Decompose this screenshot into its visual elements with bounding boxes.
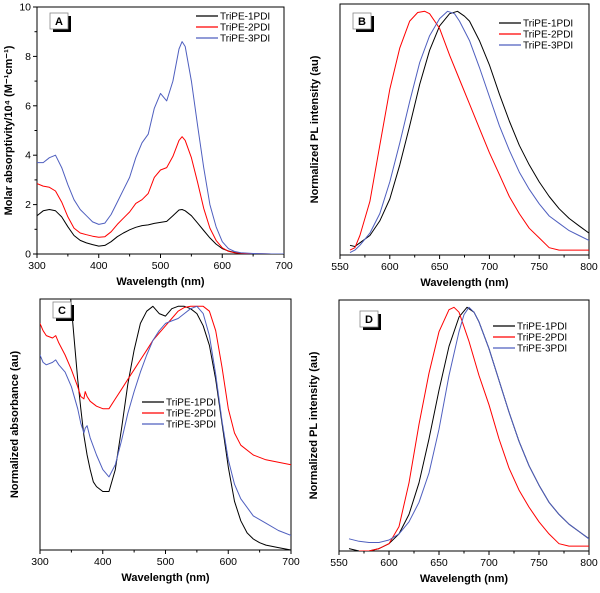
series-line-tripe-2pdi xyxy=(359,306,589,551)
legend-label: TriPE-1PDI xyxy=(166,398,216,409)
x-axis-label: Wavelength (nm) xyxy=(420,573,509,585)
y-axis-label: Normalized absorbance (au) xyxy=(9,351,21,499)
legend-label: TriPE-2PDI xyxy=(220,23,270,34)
series-line-tripe-3pdi xyxy=(37,41,284,254)
legend-label: TriPE-1PDI xyxy=(517,322,567,333)
y-tick-label: 0 xyxy=(25,249,31,261)
panel-c: 300 400 500 600 700 Wavelength (nm) Normalized… xyxy=(9,298,300,584)
panel-letter-box xyxy=(49,12,69,30)
x-tick-label: 300 xyxy=(31,556,49,568)
y-axis-label: Normalized PL intensity (au) xyxy=(309,55,321,203)
x-tick-label: 600 xyxy=(219,556,237,568)
x-tick-label: 800 xyxy=(580,557,598,569)
panel-a: 300 400 500 600 700 0 2 4 6 8 10 Wavelength (nm) Mol… xyxy=(3,2,293,289)
x-tick-label: 400 xyxy=(94,556,112,568)
x-tick-label: 750 xyxy=(530,557,548,569)
panel-letter-box xyxy=(52,301,72,319)
legend-label: TriPE-3PDI xyxy=(220,34,270,45)
x-tick-label: 700 xyxy=(275,260,293,272)
series-line-tripe-3pdi xyxy=(348,306,589,543)
y-tick-label: 2 xyxy=(25,199,31,211)
x-tick-label: 650 xyxy=(430,557,448,569)
legend-label: TriPE-1PDI xyxy=(220,12,270,23)
legend-label: TriPE-3PDI xyxy=(523,41,573,52)
x-tick-label: 700 xyxy=(282,556,300,568)
series-line-tripe-1pdi xyxy=(349,10,589,247)
y-axis-label: Molar absorptivity/10⁴ (M⁻¹cm⁻¹) xyxy=(3,45,15,215)
y-tick-label: 6 xyxy=(25,100,31,112)
legend-label: TriPE-2PDI xyxy=(517,333,567,344)
series-line-tripe-2pdi xyxy=(40,305,291,466)
panel-letter-box xyxy=(359,310,379,328)
panel-letter: C xyxy=(58,305,66,317)
series-line-tripe-2pdi xyxy=(37,136,284,254)
x-tick-label: 600 xyxy=(213,260,231,272)
legend-label: TriPE-1PDI xyxy=(523,19,573,30)
x-tick-label: 750 xyxy=(530,261,548,273)
legend-label: TriPE-2PDI xyxy=(166,409,216,420)
panel-d: 550 600 650 700 750 800 Wavelength (nm) Normali… xyxy=(308,299,598,585)
x-tick-label: 500 xyxy=(157,556,175,568)
y-axis-label: Normalized PL intensity (au) xyxy=(308,351,320,499)
panel-letter-box xyxy=(352,12,372,30)
panel-letter: A xyxy=(55,16,63,28)
legend-label: TriPE-3PDI xyxy=(166,420,216,431)
series-line-tripe-1pdi xyxy=(37,209,284,254)
series-line-tripe-1pdi xyxy=(70,299,291,550)
series-line-tripe-3pdi xyxy=(40,305,291,536)
x-tick-label: 800 xyxy=(580,261,598,273)
x-tick-label: 400 xyxy=(90,260,108,272)
panel-letter: D xyxy=(365,314,373,326)
x-tick-label: 300 xyxy=(28,260,46,272)
y-tick-label: 10 xyxy=(19,2,31,14)
panel-letter: B xyxy=(358,16,366,28)
x-tick-label: 550 xyxy=(331,261,349,273)
x-tick-label: 700 xyxy=(481,261,499,273)
x-tick-label: 700 xyxy=(480,557,498,569)
series-line-tripe-2pdi xyxy=(349,10,589,251)
y-tick-label: 8 xyxy=(25,51,31,63)
x-tick-label: 650 xyxy=(431,261,449,273)
series-line-tripe-3pdi xyxy=(349,10,589,254)
x-tick-label: 600 xyxy=(381,261,399,273)
legend-label: TriPE-3PDI xyxy=(517,344,567,355)
x-axis-label: Wavelength (nm) xyxy=(116,276,205,288)
x-axis-label: Wavelength (nm) xyxy=(420,277,509,289)
x-tick-label: 500 xyxy=(152,260,170,272)
y-tick-label: 4 xyxy=(25,150,31,162)
x-tick-label: 600 xyxy=(380,557,398,569)
panel-b: 550 600 650 700 750 800 Wavelength (nm) Normali… xyxy=(309,3,598,289)
x-axis-label: Wavelength (nm) xyxy=(121,572,210,584)
x-tick-label: 550 xyxy=(330,557,348,569)
legend-label: TriPE-2PDI xyxy=(523,30,573,41)
